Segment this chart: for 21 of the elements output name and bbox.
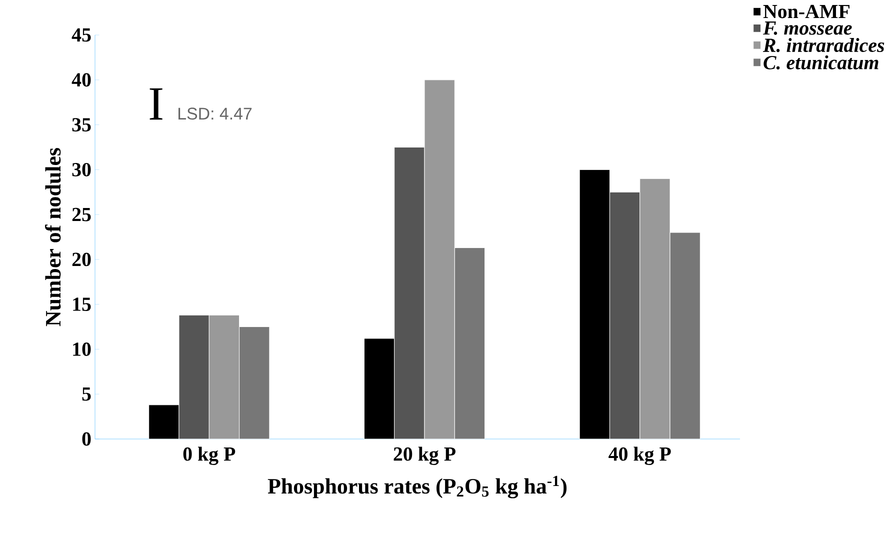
x-tick-label: 20 kg P xyxy=(394,446,456,465)
y-tick-label: 45 xyxy=(72,28,91,42)
legend-label: R. intraradices xyxy=(762,38,884,52)
y-axis-title: Number of nodules xyxy=(45,148,61,326)
y-tick-label: 0 xyxy=(82,432,91,446)
x-axis-title: Phosphorus rates (P$_{2}$O$_{5}$ kg ha$^{-1}$) xyxy=(268,476,567,498)
annotation: I xyxy=(150,88,162,120)
legend-label: Non-AMF xyxy=(763,4,850,18)
y-tick-label: 40 xyxy=(72,73,91,87)
y-tick-label: 30 xyxy=(72,162,91,176)
y-tick-label: 5 xyxy=(82,387,91,401)
x-tick-label: 0 kg P xyxy=(183,446,236,465)
legend-label: F. mosseae xyxy=(762,22,852,35)
annotation: LSD: 4.47 xyxy=(178,108,252,120)
x-tick-label: 40 kg P xyxy=(608,446,671,465)
y-tick-label: 25 xyxy=(72,208,91,222)
y-tick-label: 10 xyxy=(73,342,91,356)
y-tick-label: 35 xyxy=(72,118,91,132)
y-tick-label: 15 xyxy=(73,298,91,311)
legend-label: C. etunicatum xyxy=(764,55,878,70)
y-tick-label: 20 xyxy=(72,252,91,266)
